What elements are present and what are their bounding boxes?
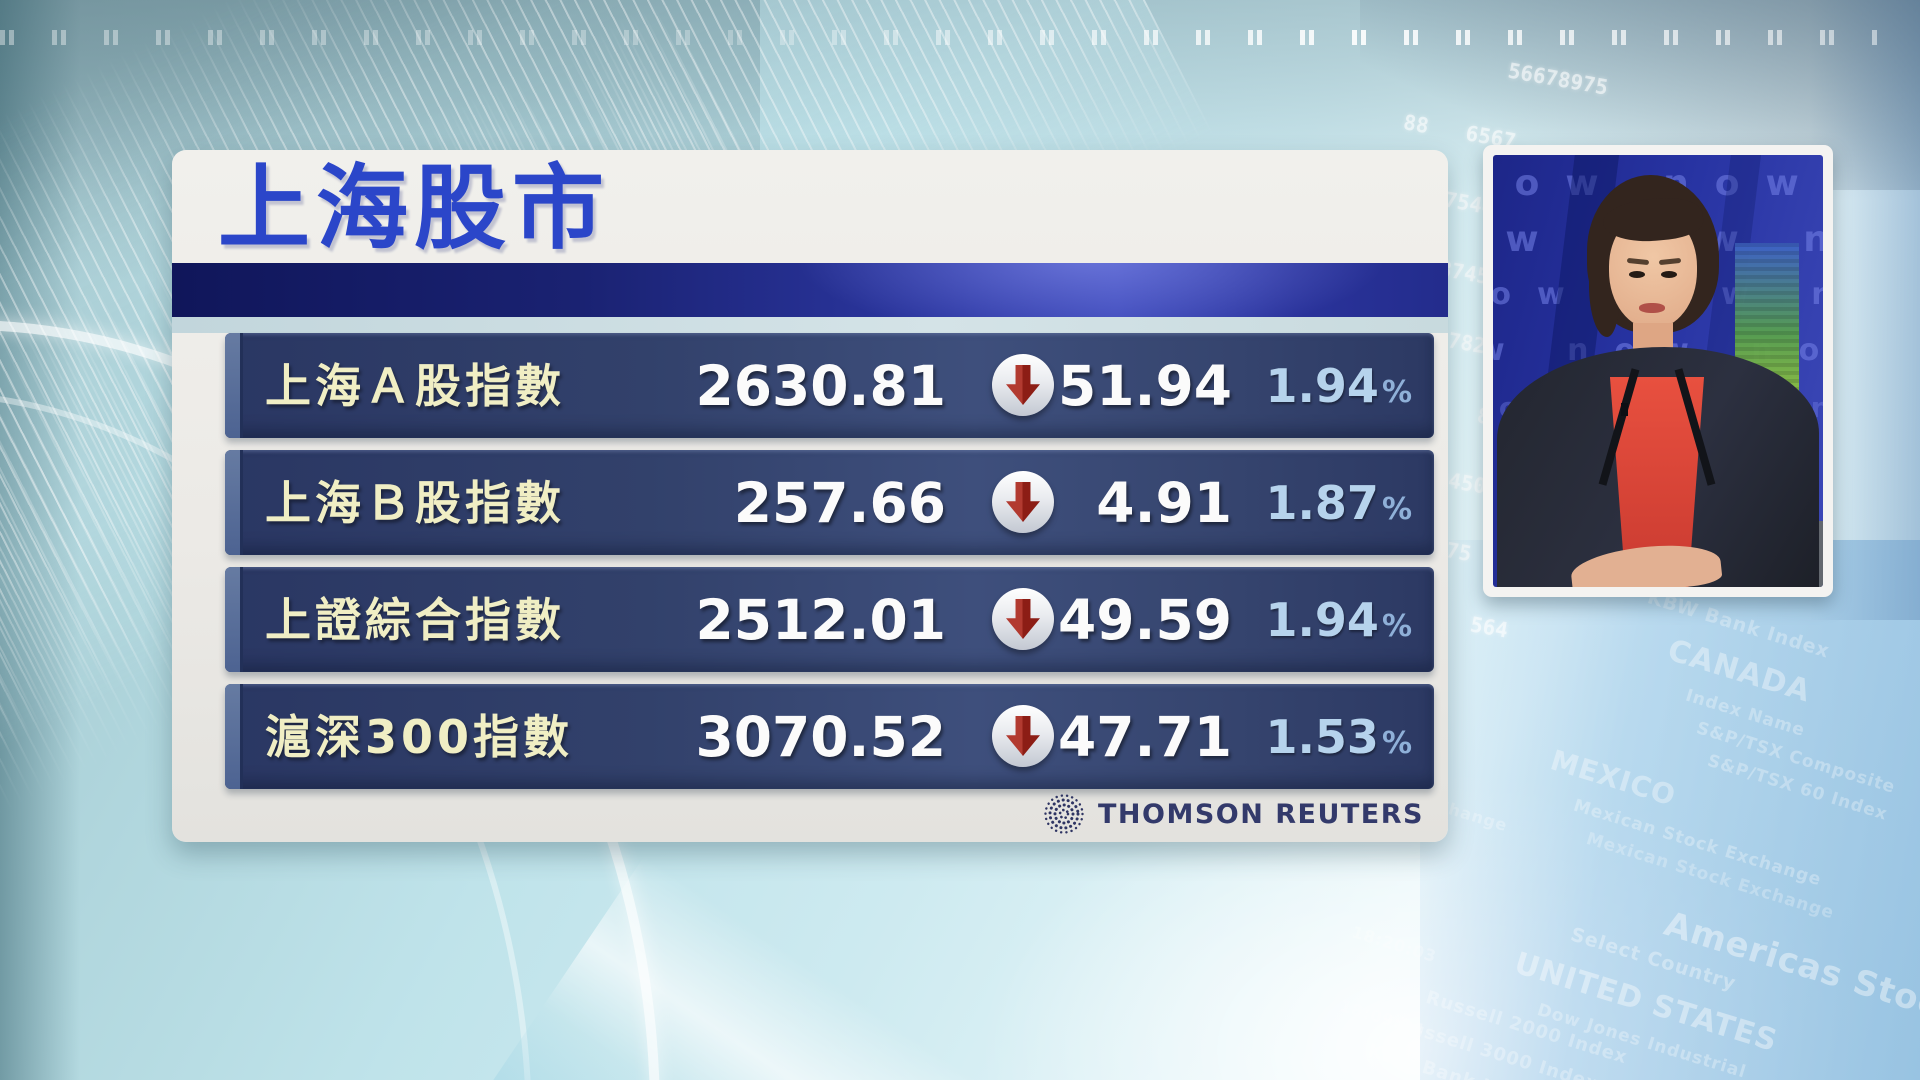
index-name: 上證綜合指數	[265, 593, 565, 647]
lapel-microphone	[1621, 403, 1628, 416]
anchor-eye	[1661, 271, 1677, 278]
down-arrow-icon	[992, 705, 1054, 767]
index-change-percent: 1.94%	[1265, 333, 1412, 438]
percent-sign: %	[1381, 492, 1412, 527]
thomson-reuters-logo-icon	[1044, 794, 1084, 834]
divider-strip	[172, 317, 1448, 333]
index-change: 51.94	[1058, 354, 1232, 418]
title-divider-bar	[172, 263, 1448, 317]
index-name: 滬深300指數	[265, 710, 574, 764]
data-source: THOMSON REUTERS	[1043, 791, 1424, 837]
index-value: 2630.81	[695, 354, 946, 418]
index-name: 上海Ｂ股指數	[265, 476, 565, 530]
table-row: 上海Ｂ股指數 257.66 4.91 1.87%	[225, 450, 1434, 555]
background-right-ticker-area	[1420, 540, 1920, 1080]
down-arrow-icon	[992, 588, 1054, 650]
percent-value: 1.87	[1265, 476, 1379, 530]
page-title: 上海股市	[218, 155, 611, 262]
index-change: 49.59	[1058, 588, 1232, 652]
table-row: 上證綜合指數 2512.01 49.59 1.94%	[225, 567, 1434, 672]
index-value: 2512.01	[695, 588, 946, 652]
percent-sign: %	[1381, 609, 1412, 644]
index-change: 47.71	[1058, 705, 1232, 769]
percent-value: 1.53	[1265, 710, 1379, 764]
table-row: 上海Ａ股指數 2630.81 51.94 1.94%	[225, 333, 1434, 438]
index-change: 4.91	[1096, 471, 1232, 535]
index-change-percent: 1.87%	[1265, 450, 1412, 555]
down-arrow-icon	[992, 471, 1054, 533]
down-arrow-glyph	[1006, 716, 1040, 756]
down-arrow-icon	[992, 354, 1054, 416]
background-dash-row	[0, 30, 1880, 45]
percent-sign: %	[1381, 726, 1412, 761]
index-name: 上海Ａ股指數	[265, 359, 565, 413]
percent-sign: %	[1381, 375, 1412, 410]
down-arrow-glyph	[1006, 482, 1040, 522]
anchor-eye	[1629, 271, 1645, 278]
percent-value: 1.94	[1265, 593, 1379, 647]
down-arrow-glyph	[1006, 365, 1040, 405]
anchor-video: now now now now now now now now now now …	[1493, 155, 1823, 587]
index-value: 257.66	[733, 471, 946, 535]
table-row: 滬深300指數 3070.52 47.71 1.53%	[225, 684, 1434, 789]
data-source-label: THOMSON REUTERS	[1098, 798, 1424, 830]
percent-value: 1.94	[1265, 359, 1379, 413]
index-change-percent: 1.53%	[1265, 684, 1412, 789]
down-arrow-glyph	[1006, 599, 1040, 639]
index-change-percent: 1.94%	[1265, 567, 1412, 672]
video-inset-frame: now now now now now now now now now now …	[1483, 145, 1833, 597]
index-value: 3070.52	[695, 705, 946, 769]
stock-panel: 上海股市 上海Ａ股指數 2630.81 51.94 1.94% 上海Ｂ股指數 2…	[172, 150, 1448, 842]
market-label: MEXICO	[1546, 743, 1681, 813]
anchor-lips	[1639, 303, 1665, 313]
